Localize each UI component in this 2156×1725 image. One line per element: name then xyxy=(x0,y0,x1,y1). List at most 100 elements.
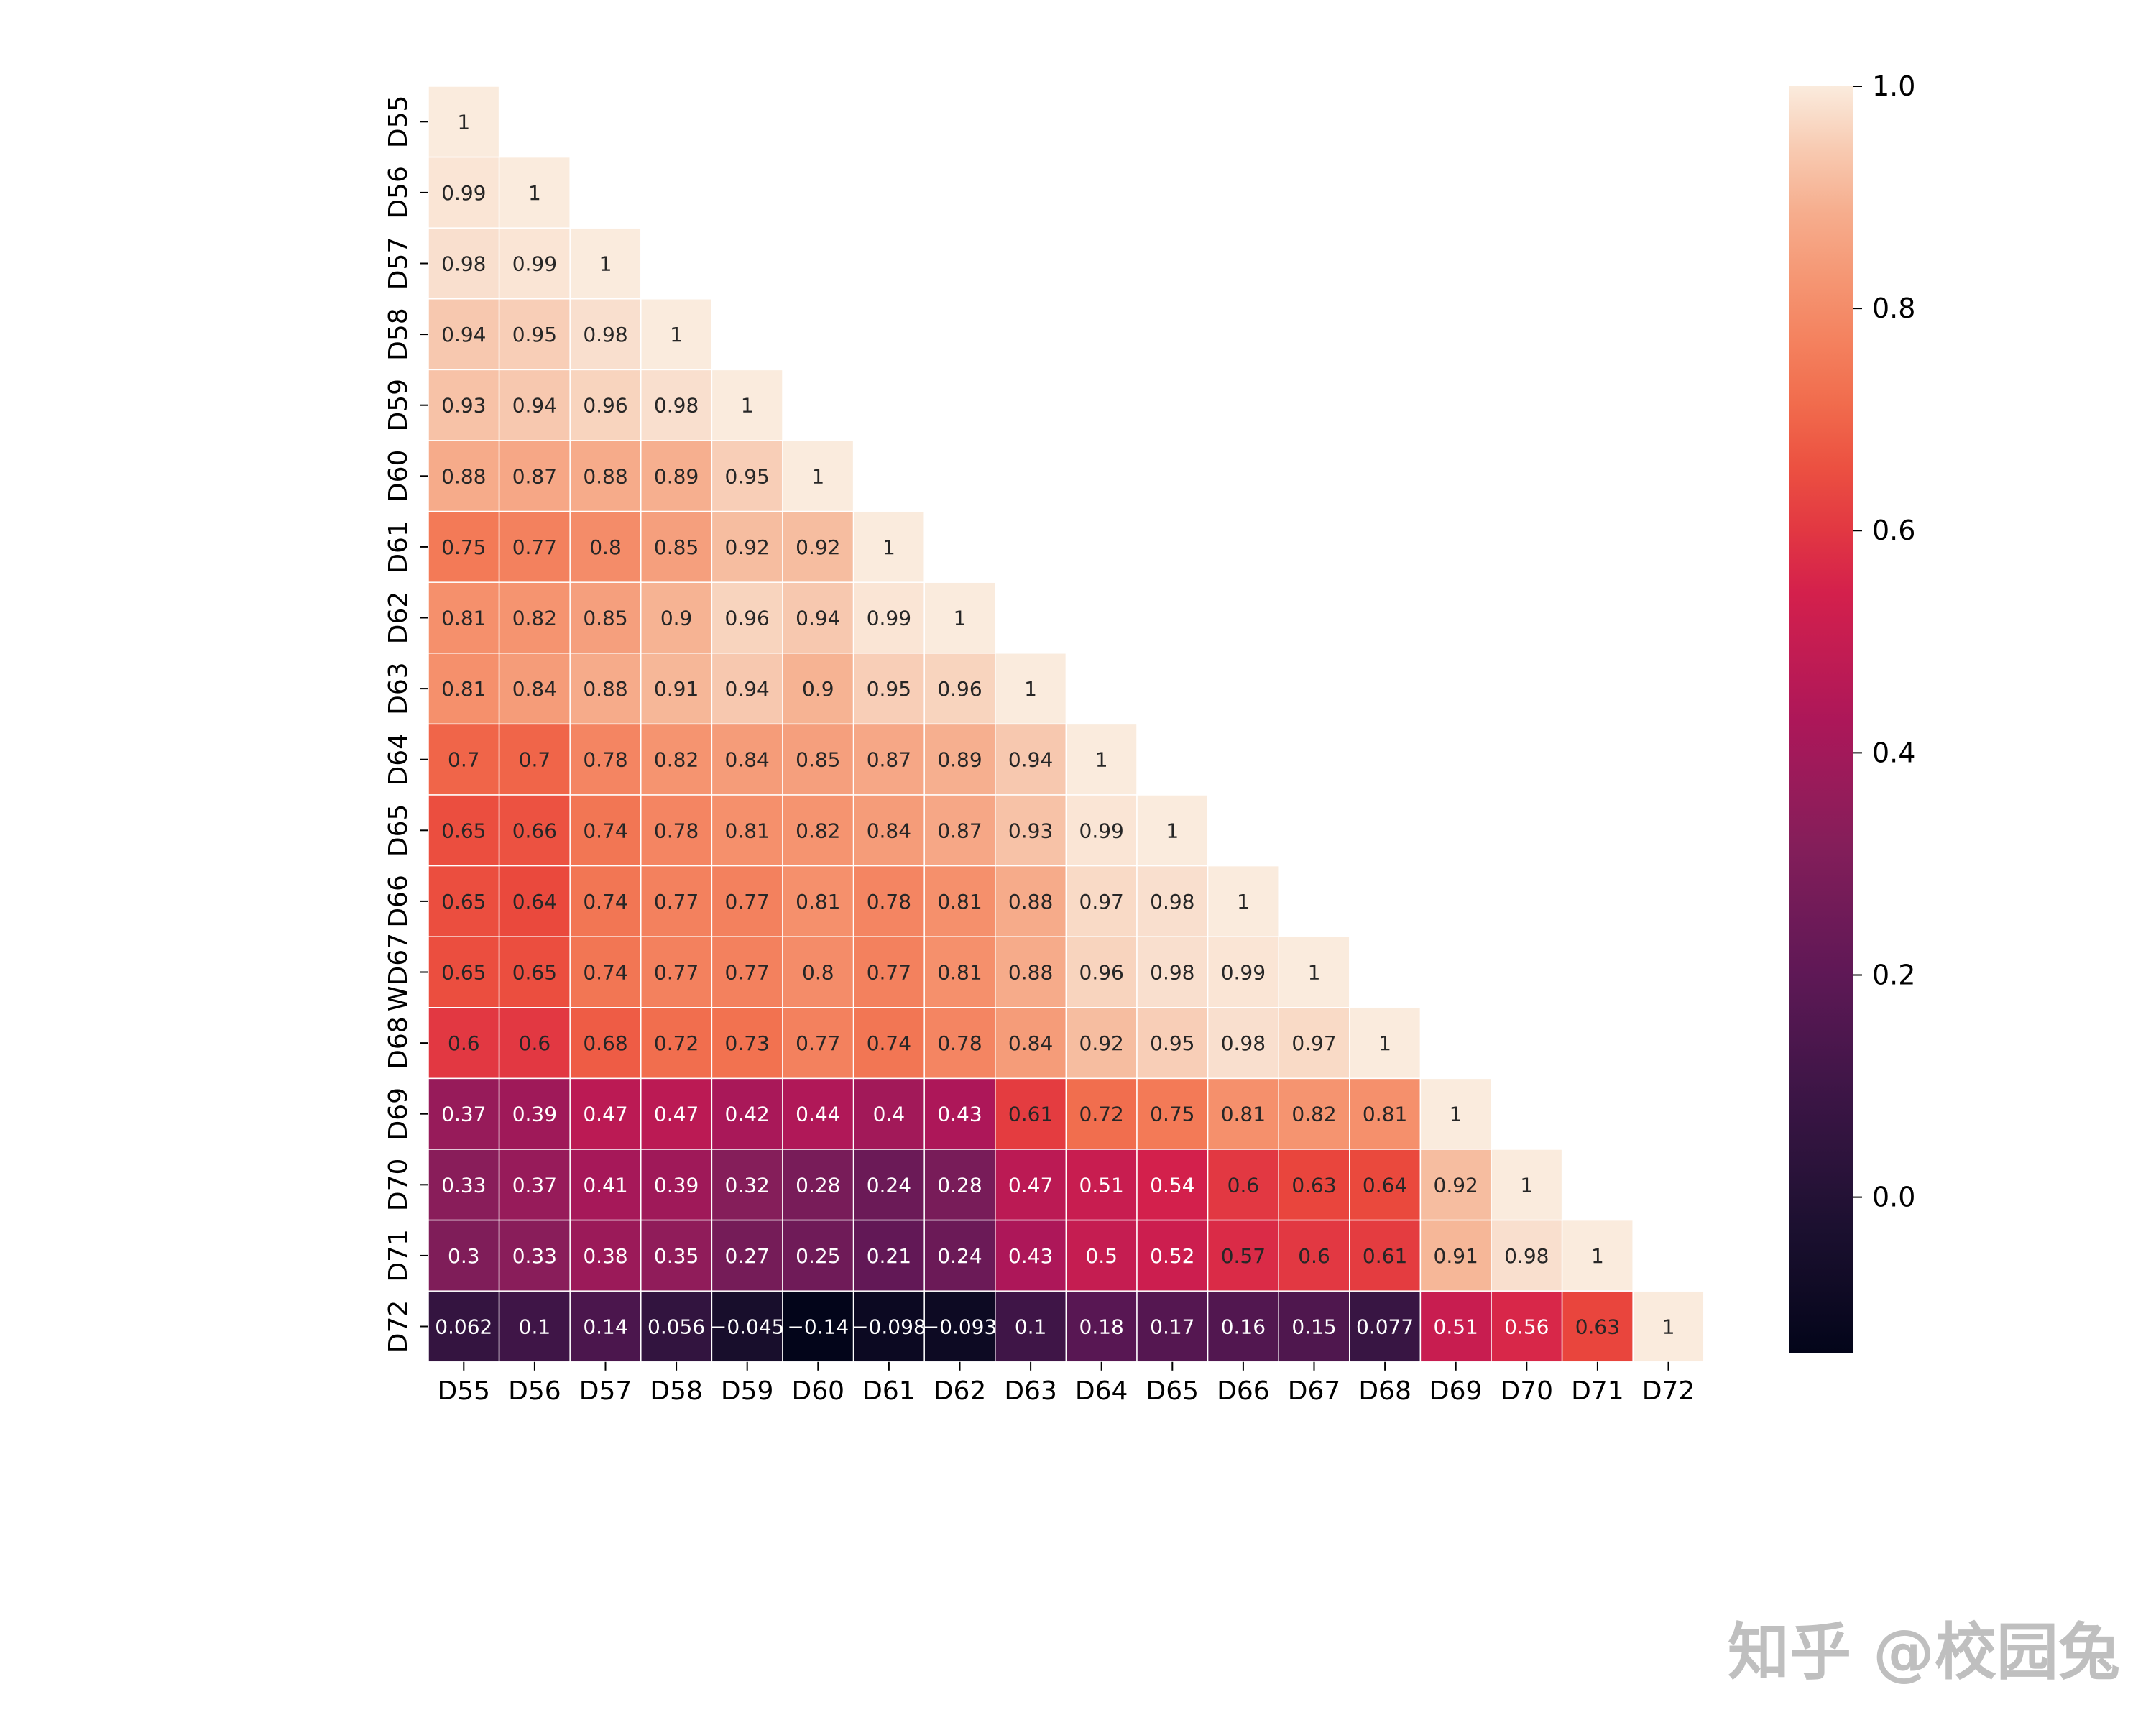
cell-value-label: 0.96 xyxy=(583,394,627,418)
cell-value-label: 0.94 xyxy=(512,394,557,418)
cell-value-label: 0.64 xyxy=(1363,1173,1407,1197)
cell-value-label: 0.93 xyxy=(441,394,486,418)
cell-value-label: 0.98 xyxy=(1150,890,1194,914)
cell-value-label: 0.63 xyxy=(1575,1315,1620,1339)
heatmap-cell xyxy=(995,1290,1067,1363)
heatmap-cell xyxy=(711,1077,783,1150)
cell-value-label: 0.47 xyxy=(583,1103,627,1126)
heatmap-cell xyxy=(711,440,783,512)
x-tick-label: D70 xyxy=(1501,1376,1554,1406)
y-tick-label: D70 xyxy=(384,1159,413,1212)
cell-value-label: 1 xyxy=(1308,961,1321,985)
cell-value-label: 0.78 xyxy=(583,748,627,772)
cell-value-label: 0.81 xyxy=(937,961,982,985)
cell-value-label: 0.78 xyxy=(937,1031,982,1055)
cell-value-label: 0.89 xyxy=(654,464,699,488)
cell-value-label: 0.81 xyxy=(441,677,486,701)
cell-value-label: 0.32 xyxy=(725,1173,770,1197)
cell-value-label: 0.99 xyxy=(1079,819,1124,842)
y-tick-label: D59 xyxy=(384,379,413,432)
cell-value-label: 0.97 xyxy=(1291,1031,1336,1055)
heatmap-cell xyxy=(1065,1077,1138,1150)
cell-value-label: 0.93 xyxy=(1008,819,1053,842)
watermark-text: 知乎 @校园兔 xyxy=(1728,1616,2120,1688)
heatmap-cell xyxy=(428,723,500,796)
cell-value-label: 0.66 xyxy=(512,819,557,842)
cell-value-label: 1 xyxy=(1166,819,1179,842)
cell-value-label: 0.73 xyxy=(725,1031,770,1055)
x-tick-label: D67 xyxy=(1288,1376,1341,1406)
heatmap-cell xyxy=(498,510,571,583)
cell-value-label: 0.9 xyxy=(802,677,834,701)
heatmap-cell xyxy=(640,865,713,937)
x-tick-label: D59 xyxy=(721,1376,774,1406)
heatmap-cell xyxy=(1136,865,1209,937)
cell-value-label: 0.74 xyxy=(583,890,627,914)
y-tick-label: D69 xyxy=(384,1087,413,1141)
heatmap-cell xyxy=(711,936,783,1008)
heatmap-cell xyxy=(1349,1077,1422,1150)
heatmap-cell xyxy=(995,653,1067,725)
heatmap-cell xyxy=(1278,1290,1350,1363)
cell-value-label: 0.94 xyxy=(796,607,840,630)
cell-value-label: 0.24 xyxy=(937,1244,982,1268)
cell-value-label: 0.95 xyxy=(1150,1031,1194,1055)
x-tick-label: D62 xyxy=(934,1376,987,1406)
cell-value-label: −0.093 xyxy=(923,1315,998,1339)
y-tick-label: D62 xyxy=(384,592,413,645)
cell-value-label: 0.74 xyxy=(583,819,627,842)
cell-value-label: 0.78 xyxy=(867,890,911,914)
colorbar-tick-label: 0.2 xyxy=(1872,959,1915,990)
y-tick-label: D65 xyxy=(384,804,413,857)
heatmap-cell xyxy=(569,1219,642,1292)
cell-value-label: 0.062 xyxy=(435,1315,492,1339)
y-axis: D55 D56 D57 D58 D59 D60 D61 D62 D63 D64 D65 D66 WD67… xyxy=(384,96,428,1353)
heatmap-cell xyxy=(498,1219,571,1292)
cell-value-label: 0.24 xyxy=(867,1173,911,1197)
heatmap-cell xyxy=(1207,1149,1279,1221)
cell-value-label: 0.75 xyxy=(1150,1103,1194,1126)
cell-value-label: 0.43 xyxy=(937,1103,982,1126)
heatmap-cell xyxy=(1278,1077,1350,1150)
cell-value-label: 1 xyxy=(1662,1315,1675,1339)
cell-value-label: 0.92 xyxy=(1434,1173,1478,1197)
heatmap-cell xyxy=(498,369,571,441)
heatmap-cell xyxy=(1278,1007,1350,1080)
heatmap-cell xyxy=(569,581,642,654)
x-tick-label: D69 xyxy=(1429,1376,1483,1406)
cell-value-label: 0.77 xyxy=(725,890,770,914)
cell-value-label: 0.7 xyxy=(448,748,480,772)
heatmap-cell xyxy=(1419,1219,1492,1292)
heatmap-cell xyxy=(782,510,854,583)
y-tick-label: D66 xyxy=(384,875,413,928)
colorbar-gradient xyxy=(1789,86,1853,1353)
cell-value-label: 0.63 xyxy=(1291,1173,1336,1197)
cell-value-label: 0.98 xyxy=(1504,1244,1549,1268)
cell-value-label: 0.77 xyxy=(654,961,699,985)
heatmap-cell xyxy=(640,1007,713,1080)
heatmap-cell xyxy=(569,1149,642,1221)
cell-value-label: 0.37 xyxy=(441,1103,486,1126)
heatmap-cell xyxy=(640,440,713,512)
cell-value-label: 0.6 xyxy=(1227,1173,1260,1197)
heatmap-cell xyxy=(923,865,996,937)
cell-value-label: 0.99 xyxy=(512,252,557,276)
cell-value-label: 0.4 xyxy=(873,1103,906,1126)
heatmap-cell xyxy=(1349,1290,1422,1363)
heatmap-cell xyxy=(852,865,925,937)
cell-value-label: 0.39 xyxy=(512,1103,557,1126)
cell-value-label: 0.27 xyxy=(725,1244,770,1268)
cell-value-label: 0.37 xyxy=(512,1173,557,1197)
cell-value-label: 0.88 xyxy=(583,677,627,701)
cell-value-label: 0.1 xyxy=(1015,1315,1047,1339)
heatmap-cell xyxy=(923,1007,996,1080)
cell-value-label: 0.056 xyxy=(648,1315,705,1339)
cell-value-label: 0.92 xyxy=(796,535,840,559)
heatmap-cell xyxy=(640,653,713,725)
cell-value-label: 0.64 xyxy=(512,890,557,914)
heatmap-cell xyxy=(640,936,713,1008)
cell-value-label: 0.95 xyxy=(725,464,770,488)
heatmap-cell xyxy=(852,1149,925,1221)
heatmap-cell xyxy=(852,653,925,725)
x-tick-label: D55 xyxy=(438,1376,491,1406)
